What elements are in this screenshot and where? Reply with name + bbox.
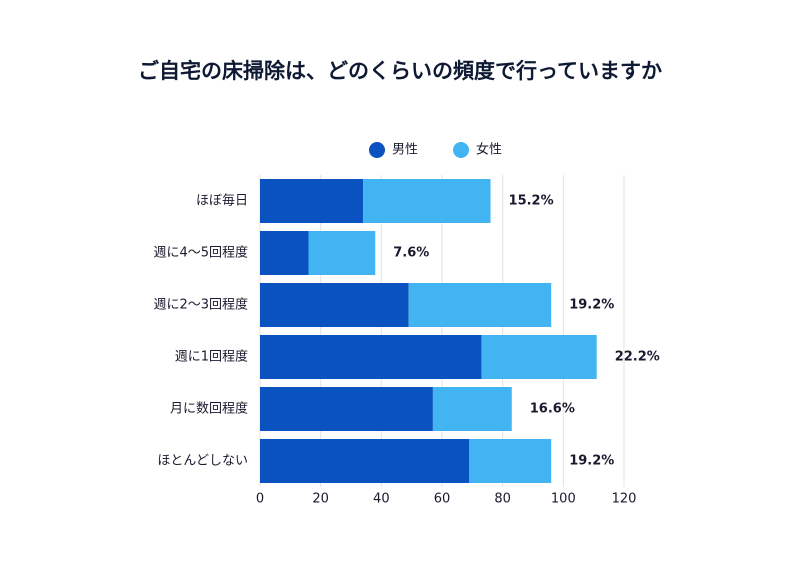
bar-segment	[260, 335, 482, 379]
bar-segment	[260, 179, 364, 223]
y-tick-label: 月に数回程度	[170, 401, 248, 417]
legend-swatch	[453, 142, 469, 158]
bar-segment	[260, 387, 433, 431]
x-tick-label: 100	[551, 492, 576, 507]
total-label: 16.6%	[530, 402, 575, 417]
total-label: 19.2%	[569, 454, 614, 469]
legend-label: 男性	[392, 143, 418, 158]
y-tick-label: 週に2〜3回程度	[153, 297, 248, 313]
x-tick-label: 0	[256, 492, 264, 507]
bar-segment	[260, 283, 409, 327]
x-tick-label: 40	[373, 492, 390, 507]
bar-segment	[432, 387, 512, 431]
total-label: 7.6%	[393, 246, 429, 261]
legend-label: 女性	[476, 142, 502, 158]
total-label: 22.2%	[615, 350, 660, 365]
y-tick-label: ほとんどしない	[157, 454, 248, 469]
bar-segment	[481, 335, 597, 379]
x-tick-label: 80	[494, 492, 511, 507]
bar-segment	[363, 179, 491, 223]
x-tick-label: 20	[312, 492, 329, 507]
bar-segment	[408, 283, 552, 327]
x-tick-label: 60	[434, 492, 451, 507]
total-label: 19.2%	[569, 298, 614, 313]
total-label: 15.2%	[509, 194, 554, 209]
bar-segment	[260, 231, 309, 275]
chart-title: ご自宅の床掃除は、どのくらいの頻度で行っていますか	[138, 59, 662, 83]
y-tick-label: 週に4〜5回程度	[153, 245, 248, 261]
bar-segment	[469, 439, 552, 483]
legend-swatch	[369, 142, 385, 158]
bar-segment	[260, 439, 470, 483]
y-tick-label: ほぼ毎日	[196, 193, 248, 209]
x-tick-label: 120	[612, 492, 637, 507]
bar-segment	[308, 231, 376, 275]
y-tick-label: 週に1回程度	[175, 349, 248, 365]
